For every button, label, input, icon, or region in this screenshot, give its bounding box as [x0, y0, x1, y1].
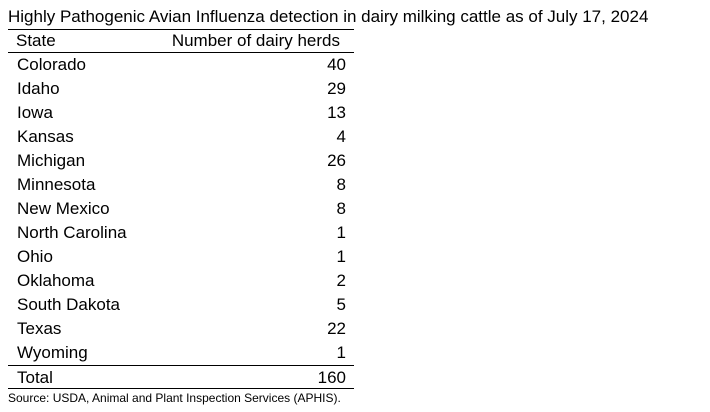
row-state: Wyoming: [17, 343, 88, 362]
table-row: Michigan 26: [8, 149, 354, 173]
table-row: New Mexico 8: [8, 197, 354, 221]
table-row: North Carolina 1: [8, 221, 354, 245]
row-herds: 22: [327, 319, 346, 338]
table-row: South Dakota 5: [8, 293, 354, 317]
row-herds: 26: [327, 151, 346, 170]
table-row: Idaho 29: [8, 77, 354, 101]
row-herds: 1: [336, 247, 346, 266]
row-herds: 29: [327, 79, 346, 98]
table-title: Highly Pathogenic Avian Influenza detect…: [8, 7, 649, 26]
table-total-row: Total 160: [8, 366, 354, 389]
row-state: North Carolina: [17, 223, 127, 242]
table-row: Ohio 1: [8, 245, 354, 269]
herds-table: State Number of dairy herds Colorado 40 …: [8, 30, 354, 389]
table-row: Wyoming 1: [8, 341, 354, 365]
row-state: Michigan: [17, 151, 86, 170]
row-state: South Dakota: [17, 295, 121, 314]
table-row: Oklahoma 2: [8, 269, 354, 293]
table-row: Iowa 13: [8, 101, 354, 125]
row-herds: 8: [336, 175, 346, 194]
table-header: State Number of dairy herds: [8, 30, 354, 53]
row-herds: 8: [336, 199, 346, 218]
row-state: New Mexico: [17, 199, 110, 218]
title-underline: [8, 29, 354, 30]
header-state: State: [16, 31, 56, 50]
row-state: Oklahoma: [17, 271, 95, 290]
row-herds: 13: [327, 103, 346, 122]
row-state: Minnesota: [17, 175, 96, 194]
row-herds: 5: [336, 295, 346, 314]
row-state: Texas: [17, 319, 62, 338]
source-note: Source: USDA, Animal and Plant Inspectio…: [8, 391, 341, 405]
row-herds: 1: [336, 223, 346, 242]
row-state: Colorado: [17, 55, 86, 74]
row-state: Iowa: [17, 103, 53, 122]
header-herds: Number of dairy herds: [171, 31, 340, 50]
table-row: Texas 22: [8, 317, 354, 341]
row-state: Kansas: [17, 127, 74, 146]
table-row: Kansas 4: [8, 125, 354, 149]
row-herds: 2: [336, 271, 346, 290]
total-label: Total: [17, 368, 53, 387]
row-herds: 1: [336, 343, 346, 362]
row-state: Ohio: [17, 247, 53, 266]
row-herds: 40: [327, 55, 346, 74]
total-herds: 160: [317, 368, 346, 387]
row-state: Idaho: [17, 79, 60, 98]
row-herds: 4: [336, 127, 346, 146]
table-row: Colorado 40: [8, 53, 354, 77]
table-row: Minnesota 8: [8, 173, 354, 197]
table-body: Colorado 40 Idaho 29 Iowa 13 Kansas 4 Mi…: [8, 53, 354, 366]
